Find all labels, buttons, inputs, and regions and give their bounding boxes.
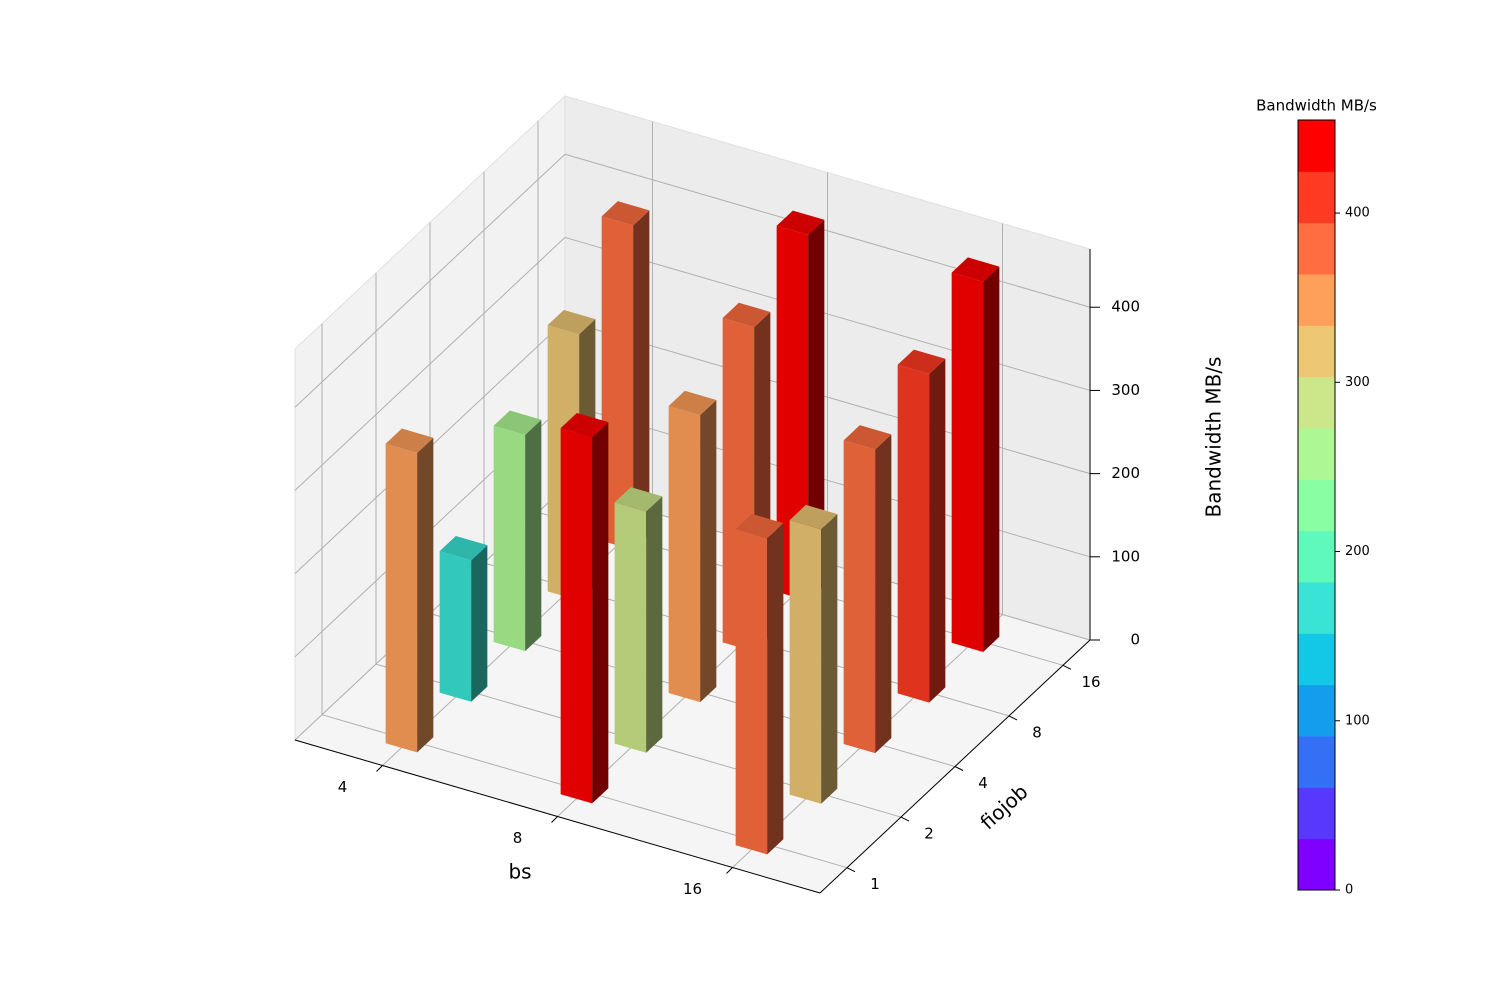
- bar-side: [983, 266, 1000, 652]
- colorbar-band: [1298, 736, 1335, 788]
- colorbar-tick-label: 0: [1345, 883, 1353, 898]
- colorbar-band: [1298, 633, 1335, 686]
- bar-side: [525, 419, 542, 652]
- bar-side: [767, 523, 784, 855]
- bar-top: [385, 428, 434, 453]
- x-axis-label: bs: [508, 860, 531, 884]
- x-tick: [726, 867, 733, 874]
- bar-side: [821, 514, 838, 804]
- bar-top: [789, 504, 838, 530]
- bar-front: [439, 551, 472, 702]
- bar-side: [592, 422, 609, 804]
- bar-top: [735, 513, 784, 539]
- colorbar-band: [1298, 479, 1335, 532]
- x-tick-label: 16: [683, 880, 702, 898]
- y-tick: [846, 867, 856, 873]
- z-tick-label: 0: [1130, 631, 1140, 649]
- bar-top: [614, 487, 663, 512]
- bar-top: [951, 257, 1000, 282]
- bar-top: [439, 535, 488, 561]
- bar-side: [633, 210, 650, 550]
- bar-top: [601, 201, 650, 226]
- bar-front: [735, 529, 768, 855]
- colorbar-tick-label: 300: [1345, 375, 1370, 390]
- x-tick: [376, 765, 383, 772]
- z-tick-label: 100: [1111, 547, 1140, 565]
- bar-top: [843, 425, 892, 450]
- colorbar-tick-label: 200: [1345, 544, 1370, 559]
- z-tick-label: 200: [1111, 464, 1140, 482]
- bar-front: [897, 364, 930, 703]
- z-axis-label: Bandwidth MB/s: [1202, 357, 1226, 518]
- colorbar-band: [1298, 376, 1335, 429]
- bar-top: [668, 390, 717, 416]
- colorbar-frame: [1297, 119, 1336, 891]
- y-tick: [900, 816, 910, 822]
- colorbar-band: [1298, 530, 1335, 583]
- bar-front: [614, 502, 647, 753]
- colorbar-band: [1298, 222, 1335, 275]
- bar-side: [417, 437, 434, 753]
- z-tick-label: 300: [1111, 381, 1140, 399]
- bar-front: [951, 272, 984, 652]
- bar-front: [843, 440, 876, 754]
- bar-top: [560, 412, 609, 438]
- colorbar-band: [1298, 838, 1335, 891]
- y-tick-label: 8: [1032, 723, 1042, 741]
- colorbar-band: [1298, 787, 1335, 840]
- bar-front: [776, 225, 809, 601]
- colorbar-band: [1298, 120, 1335, 172]
- colorbar-band: [1298, 171, 1335, 224]
- bar-front: [601, 216, 634, 550]
- y-tick-label: 1: [870, 875, 880, 893]
- bar-front: [493, 425, 526, 652]
- bar-side: [808, 219, 825, 601]
- colorbar: 0 100 200 300 400 Bandwidth MB/s: [1256, 97, 1377, 898]
- colorbar-tick-label: 400: [1345, 206, 1370, 221]
- z-tick-label: 400: [1111, 298, 1140, 316]
- bar-top: [493, 410, 542, 435]
- bar-front: [560, 428, 593, 804]
- x-tick: [551, 816, 558, 823]
- bar-front: [385, 443, 418, 753]
- colorbar-band: [1298, 582, 1335, 634]
- bar-side: [875, 434, 892, 754]
- bar-top: [776, 210, 825, 235]
- colorbar-band: [1298, 428, 1335, 480]
- colorbar-tick-label: 100: [1345, 713, 1370, 728]
- bar-front: [668, 405, 701, 703]
- bar-top: [722, 302, 771, 328]
- colorbar-band: [1298, 274, 1335, 326]
- y-tick: [1008, 715, 1018, 721]
- y-tick: [1062, 664, 1072, 670]
- x-tick-label: 8: [513, 829, 523, 847]
- bar-side: [929, 358, 946, 703]
- y-tick: [954, 766, 964, 771]
- colorbar-band: [1298, 684, 1335, 737]
- bar-front: [789, 520, 822, 804]
- colorbar-title: Bandwidth MB/s: [1256, 97, 1377, 115]
- y-tick-label: 4: [978, 774, 988, 792]
- bar-side: [700, 399, 717, 703]
- bar-side: [646, 496, 663, 753]
- y-tick-label: 16: [1081, 673, 1100, 691]
- bar-top: [897, 349, 946, 374]
- x-tick-label: 4: [338, 778, 348, 796]
- colorbar-band: [1298, 325, 1335, 378]
- y-tick-label: 2: [924, 825, 934, 843]
- bar-top: [547, 310, 596, 335]
- bar-side: [471, 545, 488, 702]
